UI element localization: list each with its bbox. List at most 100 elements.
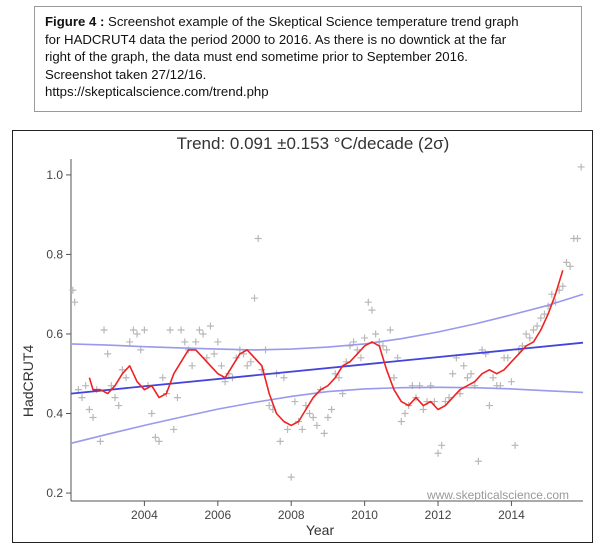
lower-bound-line [70, 386, 584, 445]
data-point [364, 298, 372, 306]
data-point [474, 457, 482, 465]
data-point [148, 410, 156, 418]
data-point [210, 350, 218, 358]
data-point [485, 402, 493, 410]
data-point [298, 425, 306, 433]
data-point [573, 235, 581, 243]
data-point [445, 394, 453, 402]
data-point [383, 346, 391, 354]
data-point [78, 394, 86, 402]
source-url: https://skepticalscience.com/trend.php [45, 84, 269, 100]
data-point [126, 338, 134, 346]
y-tick-label: 0.4 [46, 407, 63, 421]
data-point [540, 310, 548, 318]
y-tick-label: 0.2 [46, 486, 63, 500]
data-point [291, 398, 299, 406]
data-point [379, 342, 387, 350]
data-point [82, 382, 90, 390]
data-point [287, 473, 295, 481]
data-point [199, 330, 207, 338]
x-tick-label: 2004 [131, 508, 158, 522]
data-point [137, 346, 145, 354]
data-point [368, 306, 376, 314]
caption-line-1: Figure 4 : Screenshot example of the Ske… [45, 13, 571, 31]
y-tick-label: 1.0 [46, 168, 63, 182]
data-point [166, 326, 174, 334]
data-point [430, 398, 438, 406]
data-point [118, 366, 126, 374]
moving-average-line [88, 270, 564, 427]
data-point [559, 282, 567, 290]
data-point [71, 298, 79, 306]
data-point [181, 338, 189, 346]
data-point [206, 322, 214, 330]
data-point [504, 354, 512, 362]
data-point [177, 326, 185, 334]
data-point [155, 437, 163, 445]
data-point [247, 358, 255, 366]
caption-line-3: right of the graph, the data must end so… [45, 49, 468, 65]
data-point [353, 346, 361, 354]
x-tick-label: 2010 [351, 508, 378, 522]
data-point [173, 394, 181, 402]
data-point [522, 330, 530, 338]
data-point [419, 406, 427, 414]
data-point [489, 374, 497, 382]
data-point [203, 354, 211, 362]
data-point [511, 441, 519, 449]
caption-text-1: Screenshot example of the Skeptical Scie… [104, 14, 519, 29]
data-point [265, 402, 273, 410]
data-point [328, 406, 336, 414]
data-point [151, 433, 159, 441]
trend-line [70, 341, 584, 395]
data-point [104, 350, 112, 358]
data-point [533, 322, 541, 330]
data-point [467, 370, 475, 378]
data-point [221, 378, 229, 386]
data-point [537, 314, 545, 322]
data-point [526, 334, 534, 342]
caption-line-2: for HADCRUT4 data the period 2000 to 201… [45, 31, 507, 47]
data-point [276, 437, 284, 445]
data-point [243, 362, 251, 370]
data-point [386, 326, 394, 334]
data-point [192, 338, 200, 346]
data-point [280, 374, 288, 382]
y-axis-label: HadCRUT4 [20, 345, 36, 418]
x-tick-label: 2006 [204, 508, 231, 522]
x-tick-label: 2012 [425, 508, 452, 522]
chart-frame: Trend: 0.091 ±0.153 °C/decade (2σ) 0.2 0.… [12, 130, 593, 543]
data-point [306, 410, 314, 418]
data-point [111, 394, 119, 402]
axes: 0.2 0.4 0.6 0.8 1.0 2004 2006 2008 2010 2012 2014 [46, 159, 583, 522]
data-point [390, 374, 398, 382]
x-tick-label: 2008 [278, 508, 305, 522]
data-point [188, 362, 196, 370]
data-point [69, 286, 77, 294]
data-point [254, 235, 262, 243]
data-point [309, 413, 317, 421]
data-point [251, 294, 259, 302]
upper-bound-line [70, 293, 584, 351]
data-point [284, 425, 292, 433]
data-point [401, 410, 409, 418]
y-tick-label: 0.6 [46, 327, 63, 341]
data-point [441, 398, 449, 406]
watermark: www.skepticalscience.com [426, 488, 569, 502]
data-point [460, 362, 468, 370]
data-point [548, 290, 556, 298]
data-point [357, 354, 365, 362]
data-point [159, 374, 167, 382]
caption-line-4: Screenshot taken 27/12/16. [45, 66, 207, 82]
data-point [507, 378, 515, 386]
data-point [85, 406, 93, 414]
y-tick-label: 0.8 [46, 247, 63, 261]
data-point [89, 413, 97, 421]
data-point [449, 370, 457, 378]
plot-area [69, 163, 585, 481]
chart-title: Trend: 0.091 ±0.153 °C/decade (2σ) [177, 134, 450, 153]
data-point [361, 334, 369, 342]
data-point [463, 374, 471, 382]
data-point [438, 441, 446, 449]
data-point [529, 326, 537, 334]
